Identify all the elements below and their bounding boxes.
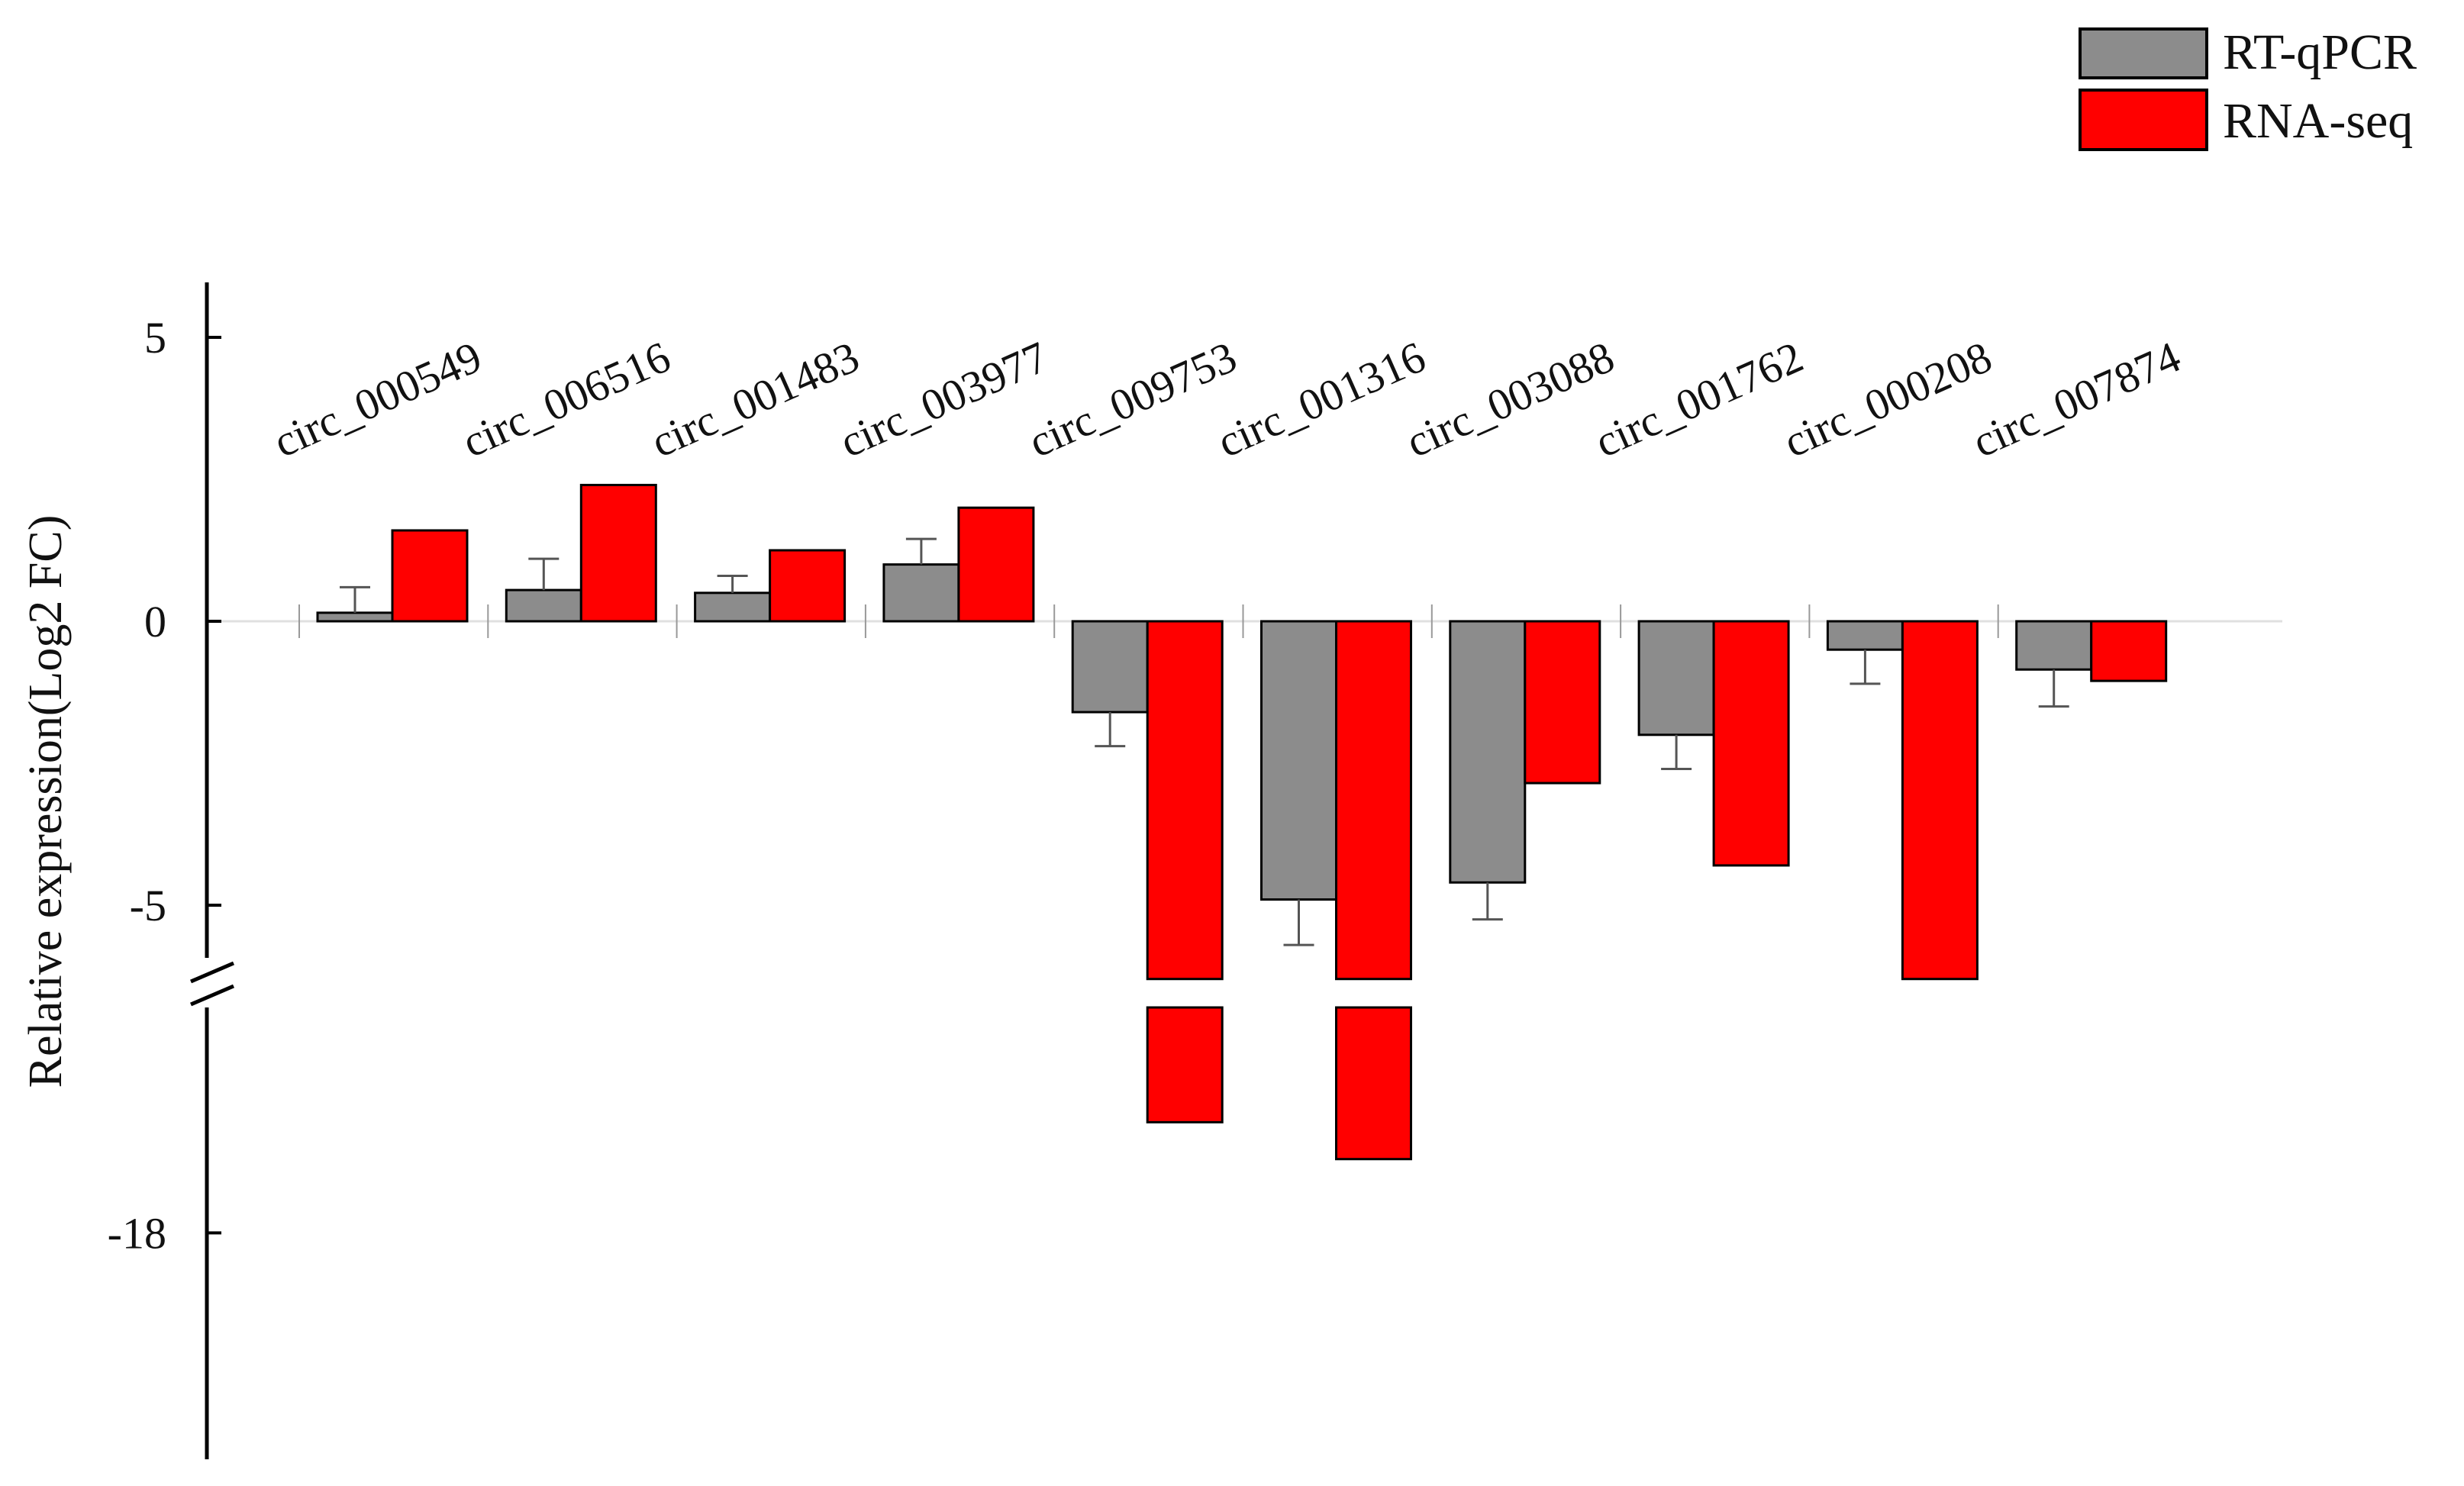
bar-rna-seq bbox=[391, 529, 469, 623]
bar-rna-seq bbox=[1901, 620, 1979, 981]
y-tick-label: -18 bbox=[108, 1208, 166, 1258]
category-labels: circ_000549circ_006516circ_001483circ_00… bbox=[266, 332, 2188, 467]
bar-rna-seq-lower bbox=[1335, 1006, 1412, 1161]
category-label: circ_000549 bbox=[266, 332, 489, 467]
bar-rna-seq-upper bbox=[1335, 620, 1412, 981]
category-label: circ_000208 bbox=[1776, 332, 1998, 467]
axis-break-mark-lower bbox=[190, 984, 234, 1007]
bar-rna-seq-upper bbox=[1146, 620, 1224, 981]
category-label: circ_001483 bbox=[643, 332, 866, 467]
bar-rt-qpcr bbox=[316, 611, 394, 623]
category-label: circ_007874 bbox=[1966, 332, 2188, 467]
bar-rt-qpcr bbox=[1637, 620, 1715, 737]
bars-layer bbox=[316, 483, 2168, 1161]
bar-rt-qpcr bbox=[1449, 620, 1527, 884]
bar-rna-seq-lower bbox=[1146, 1006, 1224, 1123]
category-label: circ_009753 bbox=[1021, 332, 1243, 467]
category-label: circ_006516 bbox=[455, 332, 677, 467]
bar-rt-qpcr bbox=[1071, 620, 1149, 714]
category-label: circ_001316 bbox=[1210, 332, 1432, 467]
bar-rna-seq bbox=[1712, 620, 1790, 867]
y-ticks: 5 0 -5 -18 bbox=[108, 313, 221, 1258]
bar-rt-qpcr bbox=[1260, 620, 1337, 901]
y-axis-title: Relative expression(Log2 FC) bbox=[20, 515, 72, 1088]
y-tick-label: 5 bbox=[144, 313, 166, 363]
bar-rna-seq bbox=[579, 483, 657, 623]
category-label: circ_001762 bbox=[1588, 332, 1810, 467]
bar-rna-seq bbox=[769, 549, 847, 623]
bar-rt-qpcr bbox=[1826, 620, 1904, 651]
legend-swatch-rna-seq bbox=[2079, 89, 2208, 151]
category-label: circ_003088 bbox=[1399, 332, 1621, 467]
bar-rt-qpcr bbox=[505, 588, 582, 623]
bar-rna-seq bbox=[1524, 620, 1601, 785]
category-label: circ_003977 bbox=[833, 332, 1055, 467]
bar-rt-qpcr bbox=[2015, 620, 2093, 671]
bar-rna-seq bbox=[2090, 620, 2168, 682]
y-tick-label: -5 bbox=[130, 881, 166, 930]
legend-swatch-rt-qpcr bbox=[2079, 27, 2208, 79]
y-axis bbox=[190, 282, 234, 1459]
bar-rt-qpcr bbox=[882, 563, 960, 623]
axis-break-mark-upper bbox=[190, 961, 234, 984]
bar-rt-qpcr bbox=[694, 591, 772, 623]
bar-rna-seq bbox=[957, 506, 1035, 623]
legend: RT-qPCR RNA-seq bbox=[2079, 24, 2417, 151]
y-tick-label: 0 bbox=[144, 597, 166, 646]
legend-label-rt-qpcr: RT-qPCR bbox=[2223, 24, 2417, 80]
legend-label-rna-seq: RNA-seq bbox=[2223, 93, 2413, 149]
